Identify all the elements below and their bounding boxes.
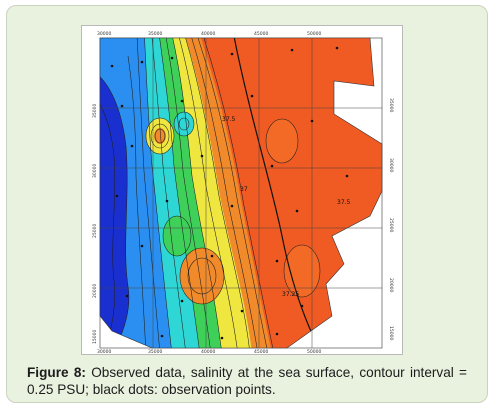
tick-label: 40000 xyxy=(201,31,215,37)
tick-label: 50000 xyxy=(307,349,321,354)
salinity-map: 37 37.5 37.25 37.5 30000 35000 40000 450… xyxy=(92,31,394,355)
observation-point xyxy=(345,174,349,178)
observation-point xyxy=(180,299,184,303)
tick-label: 35000 xyxy=(148,349,162,354)
contour-label: 37.5 xyxy=(222,116,236,123)
observation-point xyxy=(180,99,184,103)
contour-label: 37.25 xyxy=(282,291,299,298)
caption-label: Figure 8: xyxy=(27,365,86,380)
observation-point xyxy=(230,204,234,208)
tick-label: 35000 xyxy=(148,31,162,37)
observation-point xyxy=(270,164,274,168)
tick-label: 15000 xyxy=(388,326,394,340)
contour-label: 37.5 xyxy=(337,199,351,206)
tick-label: 20000 xyxy=(92,284,98,298)
map-grid xyxy=(100,38,382,348)
observation-point xyxy=(295,209,299,213)
observation-points xyxy=(110,46,349,340)
figure-panel: 37 37.5 37.25 37.5 30000 35000 40000 450… xyxy=(81,25,403,355)
tick-label: 40000 xyxy=(201,349,215,354)
observation-point xyxy=(115,194,119,198)
observation-point xyxy=(125,294,129,298)
observation-point xyxy=(140,244,144,248)
figure-caption: Figure 8: Observed data, salinity at the… xyxy=(27,364,467,398)
observation-point xyxy=(335,46,339,50)
tick-label: 15000 xyxy=(92,330,98,344)
observation-point xyxy=(250,94,254,98)
caption-text: Observed data, salinity at the sea surfa… xyxy=(27,365,467,397)
observation-point xyxy=(130,144,134,148)
tick-label: 30000 xyxy=(92,164,98,178)
bottom-axis: 30000 35000 40000 45000 50000 xyxy=(97,349,321,355)
contour-labels: 37 37.5 37.25 37.5 xyxy=(222,116,351,298)
observation-point xyxy=(240,309,244,313)
observation-point xyxy=(275,259,279,263)
observation-point xyxy=(310,119,314,123)
tick-label: 30000 xyxy=(97,31,111,37)
tick-label: 50000 xyxy=(307,31,321,37)
tick-label: 20000 xyxy=(388,278,394,292)
observation-point xyxy=(120,104,124,108)
tick-label: 35000 xyxy=(92,104,98,118)
observation-point xyxy=(300,304,304,308)
observation-point xyxy=(170,56,174,60)
survey-outline xyxy=(99,37,383,349)
observation-point xyxy=(165,199,169,203)
left-axis: 35000 30000 25000 20000 15000 xyxy=(92,104,98,344)
observation-point xyxy=(110,64,114,68)
top-axis: 30000 35000 40000 45000 50000 xyxy=(97,31,321,37)
tick-label: 25000 xyxy=(92,224,98,238)
observation-point xyxy=(275,332,279,336)
contour-label: 37 xyxy=(240,186,248,193)
observation-point xyxy=(140,60,144,64)
tick-label: 25000 xyxy=(388,218,394,232)
tick-label: 30000 xyxy=(97,349,111,354)
observation-point xyxy=(160,334,164,338)
observation-point xyxy=(230,52,234,56)
right-axis: 35000 30000 25000 20000 15000 xyxy=(388,98,394,340)
tick-label: 45000 xyxy=(254,31,268,37)
tick-label: 45000 xyxy=(254,349,268,354)
observation-point xyxy=(210,254,214,258)
observation-point xyxy=(220,336,224,340)
observation-point xyxy=(290,48,294,52)
observation-point xyxy=(200,154,204,158)
tick-label: 30000 xyxy=(388,158,394,172)
tick-label: 35000 xyxy=(388,98,394,112)
